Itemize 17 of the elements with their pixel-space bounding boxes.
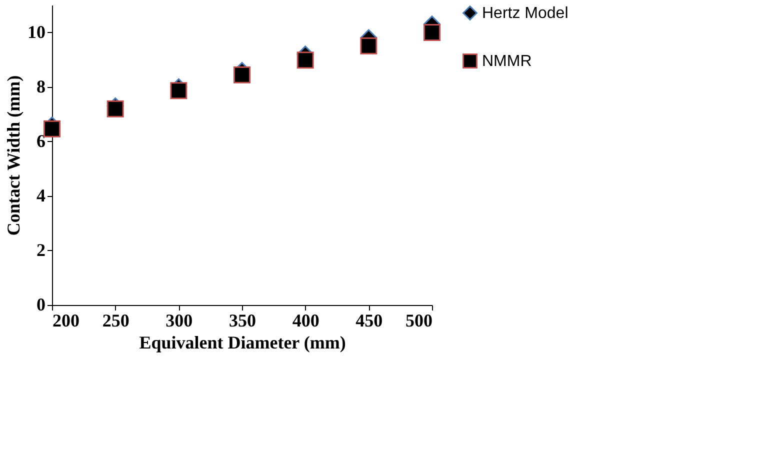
y-tick-label: 6	[36, 130, 46, 151]
legend-label: Hertz Model	[482, 5, 568, 22]
x-tick-label: 450	[356, 310, 383, 330]
x-tick-label: 200	[52, 310, 80, 330]
y-tick-label: 10	[28, 22, 46, 42]
x-tick-label: 250	[102, 310, 130, 330]
x-tick-label: 350	[229, 310, 256, 330]
x-tick-label: 400	[292, 310, 320, 330]
y-axis-title: Contact Width (mm)	[4, 75, 24, 236]
y-tick-label: 8	[36, 76, 46, 96]
legend-label: NMMR	[482, 53, 532, 70]
x-axis-title: Equivalent Diameter (mm)	[139, 332, 346, 352]
x-tick-label: 500	[406, 310, 432, 330]
y-tick-label: 0	[36, 294, 46, 314]
x-tick-label: 300	[166, 310, 193, 330]
y-tick-label: 2	[36, 240, 46, 260]
y-tick-label: 4	[36, 185, 46, 206]
